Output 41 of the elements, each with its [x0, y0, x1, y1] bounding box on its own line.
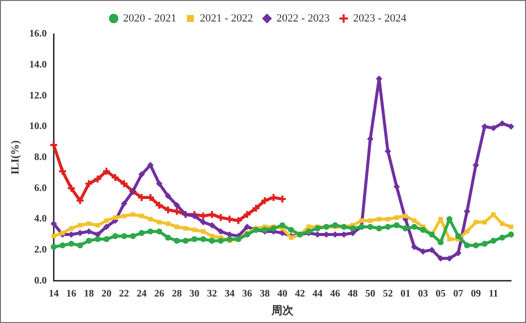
y-axis-title: ILI(%): [9, 140, 22, 175]
y-tick-label: 10.0: [29, 121, 47, 132]
y-tick-label: 14.0: [29, 59, 47, 70]
x-tick-label: 03: [418, 288, 428, 300]
y-tick-label: 4.0: [34, 214, 47, 225]
y-tick-label: 2.0: [34, 244, 47, 256]
x-tick-label: 09: [470, 288, 481, 300]
y-tick-label: 0.0: [34, 275, 47, 286]
x-tick-label: 05: [436, 288, 446, 300]
x-axis-title: 周次: [270, 305, 294, 318]
x-tick-label: 22: [119, 288, 130, 300]
legend-label: 2023 - 2024: [353, 12, 407, 24]
x-tick-label: 52: [382, 288, 393, 300]
x-tick-label: 07: [453, 288, 464, 300]
x-tick-label: 46: [330, 288, 340, 300]
x-tick-label: 18: [84, 288, 94, 300]
x-tick-label: 34: [224, 288, 235, 300]
x-tick-label: 24: [136, 288, 147, 300]
x-tick-label: 40: [277, 288, 288, 300]
x-tick-label: 26: [154, 288, 164, 300]
y-tick-label: 12.0: [29, 90, 47, 102]
x-tick-label: 32: [206, 288, 217, 300]
x-tick-label: 11: [488, 288, 498, 300]
y-tick-label: 8.0: [34, 152, 47, 163]
x-tick-label: 30: [189, 288, 200, 300]
x-tick-label: 36: [242, 288, 252, 300]
x-tick-label: 48: [348, 288, 358, 300]
y-tick-label: 16.0: [29, 28, 47, 40]
legend-label: 2020 - 2021: [123, 12, 176, 24]
x-tick-label: 28: [172, 288, 182, 300]
x-tick-label: 38: [260, 288, 270, 300]
y-tick-label: 6.0: [34, 182, 47, 194]
x-tick-label: 20: [101, 288, 112, 300]
x-tick-label: 44: [312, 288, 323, 300]
legend-label: 2022 - 2023: [276, 12, 330, 24]
x-tick-label: 42: [294, 288, 305, 300]
x-tick-label: 16: [66, 288, 76, 300]
x-tick-label: 50: [365, 288, 376, 300]
x-tick-label: 14: [48, 288, 59, 300]
x-tick-label: 01: [400, 288, 410, 300]
legend-label: 2021 - 2022: [200, 12, 254, 24]
